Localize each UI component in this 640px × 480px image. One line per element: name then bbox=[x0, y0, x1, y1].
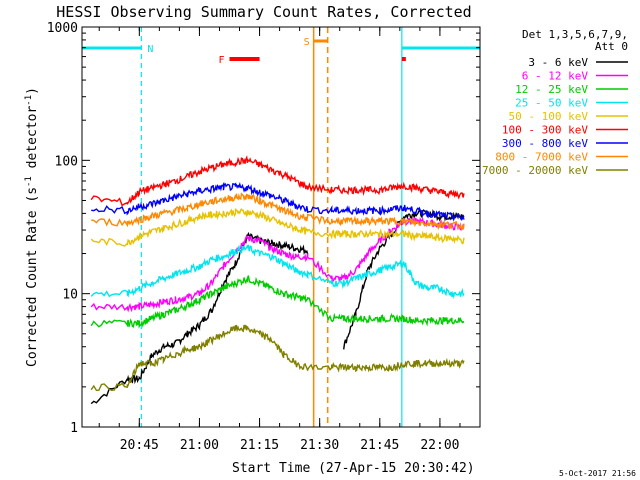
x-tick-label: 21:30 bbox=[300, 438, 339, 453]
legend-header-detectors: Det 1,3,5,6,7,9, bbox=[522, 28, 628, 41]
x-tick-label: 20:45 bbox=[120, 438, 159, 453]
y-tick-label: 10 bbox=[62, 288, 78, 303]
series-line-7000-20000-kev bbox=[90, 324, 465, 392]
y-axis-label-sup1: -1 bbox=[24, 176, 34, 187]
x-tick-label: 21:15 bbox=[240, 438, 279, 453]
saa-interval: S bbox=[304, 27, 329, 427]
plot-area: N S F 1 10 100 1000 20:45 21:00 21:15 21:30 21:… bbox=[47, 21, 481, 453]
night-flag-label: N bbox=[147, 44, 153, 55]
y-tick-label: 100 bbox=[55, 154, 78, 169]
y-axis-label: Corrected Count Rate (s-1 detector-1) bbox=[24, 87, 40, 367]
series-line-12-25-kev bbox=[90, 275, 465, 329]
series-line-300-800-kev bbox=[91, 181, 465, 222]
chart-title: HESSI Observing Summary Count Rates, Cor… bbox=[56, 3, 471, 21]
y-axis-label-part2: detector bbox=[25, 106, 40, 177]
flare-intervals: F bbox=[218, 55, 406, 66]
series-line-800-7000-kev bbox=[91, 192, 465, 231]
legend-label-800-7000-kev: 800 - 7000 keV bbox=[495, 151, 588, 164]
y-tick-label: 1000 bbox=[47, 21, 78, 36]
legend-label-12-25-kev: 12 - 25 keV bbox=[515, 83, 588, 96]
series-line-6-12-kev bbox=[90, 216, 465, 313]
x-tick-label: 21:00 bbox=[180, 438, 219, 453]
y-axis-label-sup2: -1 bbox=[24, 95, 34, 106]
saa-flag-label: S bbox=[304, 37, 310, 48]
legend-label-25-50-kev: 25 - 50 keV bbox=[515, 97, 588, 110]
legend-label-6-12-kev: 6 - 12 keV bbox=[522, 70, 589, 83]
legend-label-300-800-kev: 300 - 800 keV bbox=[502, 137, 588, 150]
y-axis-ticks: 1 10 100 1000 bbox=[47, 21, 480, 436]
legend-label-7000-20000-kev: 7000 - 20000 keV bbox=[482, 164, 588, 177]
x-axis-label: Start Time (27-Apr-15 20:30:42) bbox=[232, 461, 475, 476]
y-axis-label-part3: ) bbox=[25, 87, 40, 95]
flare-flag-label: F bbox=[218, 55, 224, 66]
night-intervals: N bbox=[82, 27, 480, 427]
legend-header-attenuator: Att 0 bbox=[595, 40, 628, 53]
x-axis-ticks: 20:45 21:00 21:15 21:30 21:45 22:00 bbox=[98, 27, 461, 453]
y-tick-label: 1 bbox=[70, 421, 78, 436]
legend-label-50-100-kev: 50 - 100 keV bbox=[509, 110, 589, 123]
series-line-25-50-kev bbox=[90, 244, 465, 300]
plot-date-footer: 5-Oct-2017 21:56 bbox=[559, 469, 636, 478]
y-axis-label-part1: Corrected Count Rate (s bbox=[25, 187, 40, 367]
series-lines bbox=[90, 155, 465, 405]
x-tick-label: 22:00 bbox=[420, 438, 459, 453]
series-line-50-100-kev bbox=[90, 208, 465, 247]
legend-label-3-6-kev: 3 - 6 keV bbox=[528, 56, 588, 69]
x-tick-label: 21:45 bbox=[360, 438, 399, 453]
series-line-100-300-kev bbox=[90, 155, 465, 207]
legend-label-100-300-kev: 100 - 300 keV bbox=[502, 124, 588, 137]
plot-frame bbox=[81, 26, 481, 428]
